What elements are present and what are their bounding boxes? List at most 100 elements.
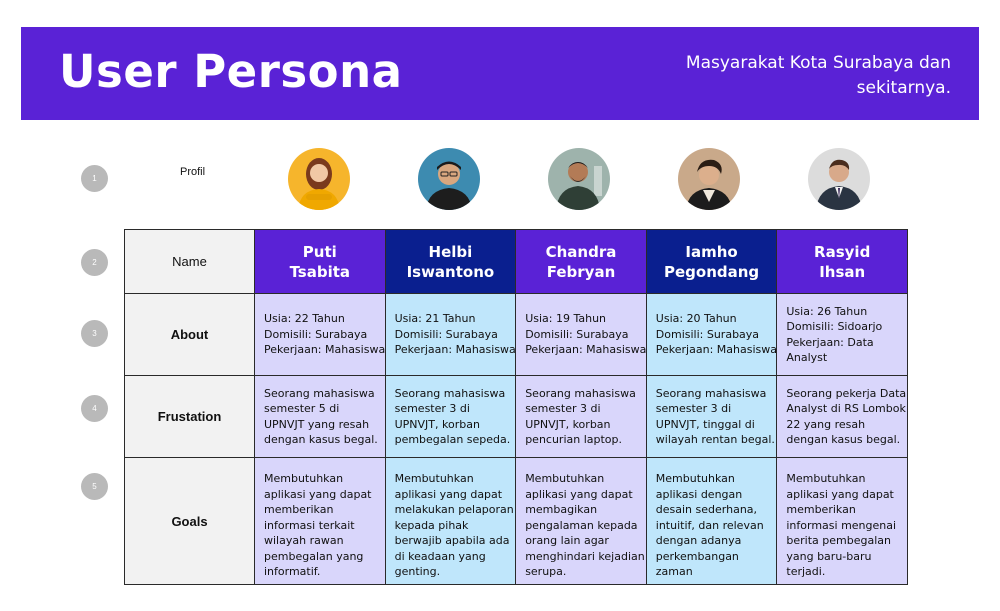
cell-line: berita pembegalan	[786, 534, 891, 548]
cell-line: terjadi.	[786, 565, 826, 579]
cell-line: berwajib apabila ada	[394, 534, 510, 548]
cell-line: aplikasi yang dapat	[394, 487, 503, 501]
cell-line: Analyst	[786, 351, 828, 364]
cell-line: Pekerjaan: Mahasiswa	[264, 343, 386, 357]
subtitle-line-1: Masyarakat Kota Surabaya dan	[685, 53, 951, 73]
cell-line: dengan kasus begal.	[786, 433, 901, 446]
cell-line: genting.	[394, 565, 441, 579]
goals-cell-1: Membutuhkan aplikasi yang dapat memberik…	[254, 457, 386, 585]
frustation-cell-2: Seorang mahasiswa semester 3 di UPNVJT, …	[384, 375, 517, 458]
header-banner: User Persona Masyarakat Kota Surabaya da…	[21, 27, 979, 120]
cell-line: Pekerjaan: Mahasiswa	[655, 343, 777, 357]
cell-line: UPNVJT, korban	[394, 417, 480, 431]
cell-line: informatif.	[264, 565, 321, 579]
cell-line: yang baru-baru	[786, 549, 872, 563]
step-badge-3: 3	[81, 320, 108, 347]
cell-line: pencurian laptop.	[525, 433, 623, 446]
name-line: Iamho	[685, 242, 738, 261]
cell-line: Membutuhkan	[264, 472, 344, 486]
row-label-name: Name	[124, 229, 255, 294]
about-cell-1: Usia: 22 Tahun Domisili: Surabaya Pekerj…	[254, 293, 386, 376]
name-line: Pegondang	[663, 262, 760, 281]
about-cell-5: Usia: 26 Tahun Domisili: Sidoarjo Pekerj…	[776, 293, 908, 376]
cell-line: Seorang mahasiswa	[525, 386, 636, 400]
persona-name-2: Helbi Iswantono	[384, 229, 517, 294]
person-photo-icon	[288, 148, 350, 210]
cell-line: Pekerjaan: Data	[786, 335, 874, 349]
frustation-cell-4: Seorang mahasiswa semester 3 di UPNVJT, …	[645, 375, 778, 458]
cell-line: dengan adanya	[655, 534, 742, 548]
about-cell-3: Usia: 19 Tahun Domisili: Surabaya Pekerj…	[515, 293, 647, 376]
person-photo-icon	[808, 148, 870, 210]
goals-cell-2: Membutuhkan aplikasi yang dapat melakuka…	[384, 457, 517, 585]
name-line: Puti	[302, 242, 337, 261]
name-line: Iswantono	[406, 262, 495, 281]
cell-line: desain sederhana,	[655, 503, 758, 517]
page-subtitle: Masyarakat Kota Surabaya dan sekitarnya.	[671, 51, 951, 101]
cell-line: Membutuhkan	[786, 472, 866, 486]
about-cell-4: Usia: 20 Tahun Domisili: Surabaya Pekerj…	[645, 293, 778, 376]
avatar-rasyid	[808, 148, 870, 210]
row-label-frustation: Frustation	[124, 375, 255, 458]
persona-table: Name Puti Tsabita Helbi Iswantono Chandr…	[124, 229, 908, 585]
persona-name-4: Iamho Pegondang	[645, 229, 778, 294]
avatar-puti	[288, 148, 350, 210]
frustation-cell-1: Seorang mahasiswa semester 5 di UPNVJT y…	[254, 375, 386, 458]
name-line: Chandra	[545, 242, 617, 261]
cell-line: semester 3 di	[394, 402, 470, 415]
cell-line: Domisili: Surabaya	[394, 327, 498, 341]
cell-line: Usia: 26 Tahun	[786, 304, 868, 318]
cell-line: membagikan	[525, 503, 598, 517]
cell-line: informasi mengenai	[786, 518, 897, 532]
cell-line: menghindari kejadian	[525, 549, 645, 563]
cell-line: aplikasi dengan	[655, 487, 743, 501]
cell-line: semester 5 di	[264, 402, 340, 415]
persona-name-1: Puti Tsabita	[254, 229, 386, 294]
row-about: About Usia: 22 Tahun Domisili: Surabaya …	[124, 293, 908, 376]
profil-label: Profil	[180, 166, 206, 178]
cell-line: intuitif, dan relevan	[655, 518, 764, 532]
person-photo-icon	[548, 148, 610, 210]
cell-line: Pekerjaan: Mahasiswa	[394, 343, 516, 357]
avatar-chandra	[548, 148, 610, 210]
cell-line: Seorang pekerja Data	[786, 386, 907, 400]
name-line: Helbi	[428, 242, 473, 261]
cell-line: UPNVJT yang resah	[264, 417, 370, 431]
cell-line: informasi terkait	[264, 518, 355, 532]
cell-line: Usia: 19 Tahun	[525, 312, 607, 326]
cell-line: wilayah rawan	[264, 534, 344, 548]
frustation-cell-5: Seorang pekerja Data Analyst di RS Lombo…	[776, 375, 908, 458]
cell-line: pembegalan yang	[264, 549, 364, 563]
avatar-helbi	[418, 148, 480, 210]
cell-line: zaman	[655, 565, 693, 579]
cell-line: Domisili: Sidoarjo	[786, 320, 883, 333]
persona-name-3: Chandra Febryan	[515, 229, 647, 294]
cell-line: Usia: 21 Tahun	[394, 312, 476, 326]
name-line: Rasyid	[814, 242, 871, 261]
person-photo-icon	[418, 148, 480, 210]
name-line: Febryan	[546, 262, 616, 281]
goals-cell-5: Membutuhkan aplikasi yang dapat memberik…	[776, 457, 908, 585]
frustation-cell-3: Seorang mahasiswa semester 3 di UPNVJT, …	[515, 375, 647, 458]
subtitle-line-2: sekitarnya.	[856, 78, 951, 98]
cell-line: Membutuhkan	[394, 472, 474, 486]
cell-line: semester 3 di	[655, 402, 732, 415]
cell-line: Usia: 22 Tahun	[264, 312, 345, 326]
cell-line: pengalaman kepada	[525, 518, 638, 532]
cell-line: Domisili: Surabaya	[264, 327, 368, 341]
about-cell-2: Usia: 21 Tahun Domisili: Surabaya Pekerj…	[384, 293, 517, 376]
row-label-about: About	[124, 293, 255, 376]
name-line: Ihsan	[819, 262, 866, 281]
cell-line: Pekerjaan: Mahasiswa	[525, 343, 647, 357]
goals-cell-4: Membutuhkan aplikasi dengan desain seder…	[645, 457, 778, 585]
name-line: Tsabita	[289, 262, 351, 281]
cell-line: UPNVJT, tinggal di	[655, 417, 755, 431]
goals-cell-3: Membutuhkan aplikasi yang dapat membagik…	[515, 457, 647, 585]
step-badge-5: 5	[81, 473, 108, 500]
cell-line: orang lain agar	[525, 534, 609, 548]
cell-line: Usia: 20 Tahun	[655, 312, 737, 326]
avatar-iamho	[678, 148, 740, 210]
row-name: Name Puti Tsabita Helbi Iswantono Chandr…	[124, 229, 908, 294]
cell-line: pembegalan sepeda.	[394, 433, 511, 446]
cell-line: Seorang mahasiswa	[394, 386, 506, 400]
